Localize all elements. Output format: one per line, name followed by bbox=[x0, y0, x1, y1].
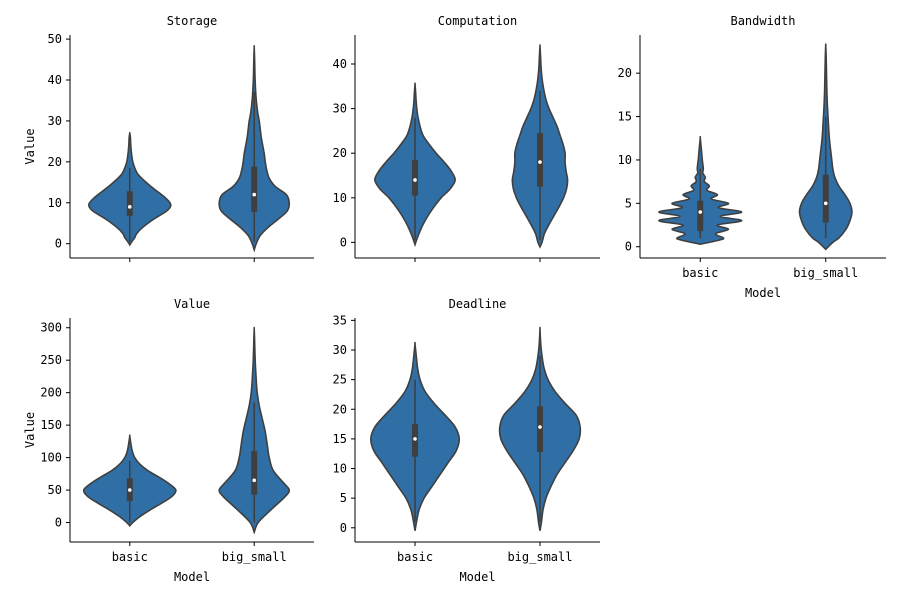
y-tick-label: 50 bbox=[48, 483, 62, 497]
violin-median-point bbox=[413, 437, 417, 441]
panel-title: Bandwidth bbox=[730, 14, 795, 28]
y-tick-label: 10 bbox=[333, 191, 347, 205]
y-tick-label: 250 bbox=[40, 353, 62, 367]
y-axis-label: Value bbox=[23, 128, 37, 164]
y-tick-label: 20 bbox=[333, 402, 347, 416]
violin-iqr-box bbox=[536, 133, 543, 187]
violin-iqr-box bbox=[412, 159, 419, 196]
x-axis-label: Model bbox=[745, 286, 781, 300]
y-tick-label: 10 bbox=[333, 462, 347, 476]
y-tick-label: 5 bbox=[340, 491, 347, 505]
violin-iqr-box bbox=[251, 166, 258, 212]
y-tick-label: 0 bbox=[55, 516, 62, 530]
y-tick-label: 30 bbox=[333, 102, 347, 116]
y-tick-label: 5 bbox=[625, 196, 632, 210]
y-tick-label: 10 bbox=[618, 153, 632, 167]
x-axis-label: Model bbox=[174, 570, 210, 584]
panel-bandwidth: Bandwidth 0 5 10 15 20 basic big_small Model bbox=[618, 14, 886, 300]
y-tick-label: 300 bbox=[40, 321, 62, 335]
violin-median-point bbox=[538, 425, 542, 429]
violin-iqr-box bbox=[126, 191, 133, 216]
y-tick-label: 100 bbox=[40, 451, 62, 465]
violin-median-point bbox=[252, 478, 257, 483]
y-tick-label: 35 bbox=[333, 313, 347, 327]
panel-computation: Computation 0 10 20 30 40 bbox=[333, 14, 600, 262]
panel-title: Value bbox=[174, 297, 210, 311]
y-tick-label: 15 bbox=[333, 432, 347, 446]
y-tick-label: 30 bbox=[48, 114, 62, 128]
y-tick-label: 40 bbox=[333, 57, 347, 71]
y-tick-label: 20 bbox=[48, 155, 62, 169]
y-tick-label: 150 bbox=[40, 418, 62, 432]
x-tick-label: big_small bbox=[507, 550, 572, 564]
x-axis-label: Model bbox=[459, 570, 495, 584]
violin-iqr-box bbox=[536, 406, 543, 452]
violin-median-point bbox=[538, 160, 542, 164]
violin-iqr-box bbox=[251, 451, 258, 495]
panel-deadline: Deadline 0 5 10 15 20 25 30 35 basic big_small Mode… bbox=[333, 297, 600, 584]
x-tick-label: basic bbox=[682, 266, 718, 280]
y-tick-label: 0 bbox=[340, 521, 347, 535]
y-tick-label: 40 bbox=[48, 73, 62, 87]
violin-median-point bbox=[823, 201, 828, 206]
y-tick-label: 0 bbox=[340, 235, 347, 249]
panel-title: Computation bbox=[438, 14, 517, 28]
x-tick-label: big_small bbox=[793, 266, 858, 280]
x-tick-label: big_small bbox=[222, 550, 287, 564]
x-tick-label: basic bbox=[397, 550, 433, 564]
y-tick-label: 30 bbox=[333, 343, 347, 357]
y-tick-label: 20 bbox=[618, 66, 632, 80]
y-axis-label: Value bbox=[23, 412, 37, 448]
x-tick-label: basic bbox=[112, 550, 148, 564]
y-tick-label: 0 bbox=[625, 240, 632, 254]
y-tick-label: 200 bbox=[40, 386, 62, 400]
panel-title: Deadline bbox=[449, 297, 507, 311]
violin-median-point bbox=[413, 178, 417, 182]
panel-title: Storage bbox=[167, 14, 218, 28]
violin-median-point bbox=[127, 488, 132, 492]
violin-median-point bbox=[252, 192, 257, 197]
y-tick-label: 15 bbox=[618, 110, 632, 124]
violin-median-point bbox=[698, 210, 703, 214]
y-tick-label: 50 bbox=[48, 32, 62, 46]
y-tick-label: 20 bbox=[333, 146, 347, 160]
violin-iqr-box bbox=[697, 200, 704, 232]
y-tick-label: 0 bbox=[55, 237, 62, 251]
violin-median-point bbox=[127, 205, 132, 209]
y-tick-label: 25 bbox=[333, 373, 347, 387]
panel-value: Value 0 50 100 150 200 250 300 basic big_small Val… bbox=[23, 297, 314, 584]
y-tick-label: 10 bbox=[48, 196, 62, 210]
panel-storage: Storage 0 10 20 30 40 50 Value bbox=[23, 14, 314, 262]
violin-iqr-box bbox=[822, 174, 829, 223]
